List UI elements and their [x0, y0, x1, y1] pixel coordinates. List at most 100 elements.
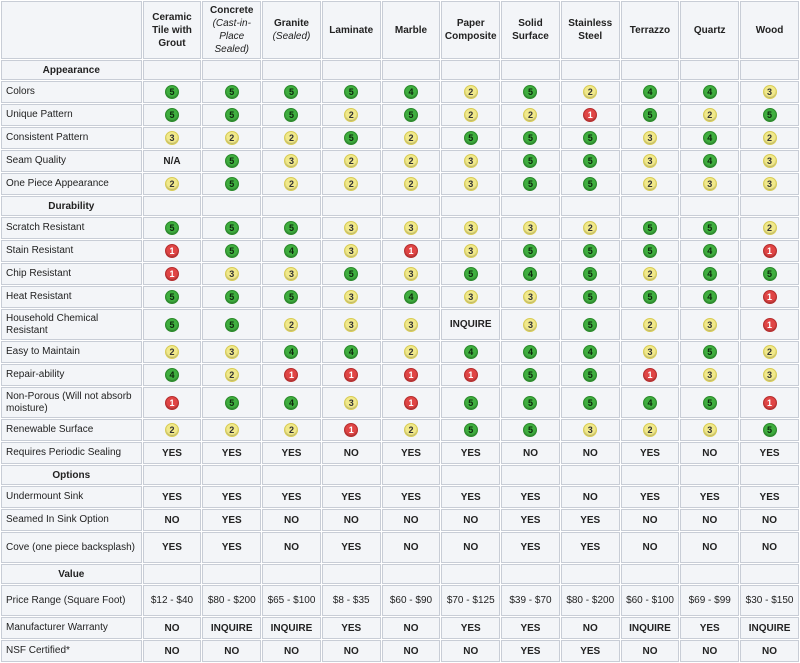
- rating-badge: 2: [463, 108, 478, 122]
- rating-badge: 2: [642, 317, 657, 332]
- rating-badge: 1: [403, 395, 418, 410]
- rating-cell: 5: [142, 309, 202, 340]
- rating-badge: 5: [583, 131, 598, 145]
- rating-cell: 1: [321, 364, 381, 386]
- rating-badge: 4: [702, 290, 717, 304]
- value-cell: YES: [381, 486, 441, 508]
- rating-badge: 5: [523, 368, 538, 382]
- rating-badge: 3: [702, 423, 717, 437]
- rating-badge: 1: [762, 317, 777, 332]
- empty-cell: [381, 465, 441, 485]
- material-name: Ceramic Tile with Grout: [152, 11, 192, 49]
- rating-cell: 4: [620, 81, 680, 103]
- value-cell: YES: [441, 617, 501, 639]
- empty-cell: [142, 196, 202, 216]
- rating-badge: 3: [164, 131, 179, 145]
- value-cell: YES: [262, 442, 321, 464]
- rating-cell: 1: [740, 240, 799, 262]
- row-label: Easy to Maintain: [1, 341, 142, 363]
- rating-badge: 5: [344, 267, 359, 281]
- rating-badge: 5: [642, 290, 657, 304]
- value-cell: NO: [680, 442, 740, 464]
- rating-cell: 1: [740, 387, 799, 418]
- rating-badge: 1: [762, 395, 777, 410]
- rating-cell: 5: [560, 364, 620, 386]
- value-cell: NO: [501, 442, 560, 464]
- material-name: Marble: [394, 24, 428, 36]
- value-cell: YES: [202, 532, 262, 563]
- table-row: Heat Resistant 5 5 5 3 4 3 3 5 5 4 1: [1, 286, 799, 308]
- empty-cell: [560, 196, 620, 216]
- rating-cell: 5: [441, 387, 501, 418]
- rating-cell: 5: [441, 263, 501, 285]
- rating-badge: 1: [344, 423, 359, 437]
- material-name: Laminate: [329, 24, 374, 36]
- rating-badge: 5: [164, 85, 179, 99]
- rating-cell: 3: [321, 240, 381, 262]
- rating-cell: 3: [202, 341, 262, 363]
- rating-badge: 3: [523, 317, 538, 332]
- value-cell: YES: [560, 532, 620, 563]
- material-header: Solid Surface: [501, 1, 560, 59]
- rating-badge: 3: [344, 317, 359, 332]
- empty-cell: [262, 196, 321, 216]
- material-header: Laminate: [321, 1, 381, 59]
- rating-cell: 3: [381, 309, 441, 340]
- rating-cell: 4: [620, 387, 680, 418]
- price-cell: $60 - $90: [381, 585, 441, 616]
- rating-badge: 2: [284, 423, 299, 437]
- value-cell: NO: [560, 442, 620, 464]
- rating-cell: 2: [262, 173, 321, 195]
- empty-cell: [441, 564, 501, 584]
- price-cell: $65 - $100: [262, 585, 321, 616]
- rating-badge: 5: [583, 267, 598, 281]
- rating-badge: 1: [762, 290, 777, 304]
- rating-badge: 5: [583, 317, 598, 332]
- rating-cell: 5: [560, 263, 620, 285]
- rating-cell: 3: [740, 150, 799, 172]
- rating-cell: 4: [262, 387, 321, 418]
- rating-badge: 2: [224, 368, 239, 382]
- section-header-row: Appearance: [1, 60, 799, 80]
- rating-cell: 3: [620, 127, 680, 149]
- rating-cell: 5: [620, 240, 680, 262]
- rating-cell: 4: [680, 286, 740, 308]
- rating-badge: 5: [224, 317, 239, 332]
- rating-badge: 3: [344, 395, 359, 410]
- material-header: Stainless Steel: [560, 1, 620, 59]
- rating-cell: 2: [262, 309, 321, 340]
- rating-cell: 3: [262, 263, 321, 285]
- rating-cell: 3: [202, 263, 262, 285]
- rating-cell: 2: [620, 173, 680, 195]
- rating-cell: 5: [620, 286, 680, 308]
- rating-badge: 3: [403, 221, 418, 235]
- rating-badge: 3: [702, 317, 717, 332]
- value-cell: NO: [142, 509, 202, 531]
- rating-badge: 3: [642, 345, 657, 359]
- rating-badge: 1: [164, 244, 179, 258]
- rating-badge: 3: [463, 244, 478, 258]
- empty-cell: [142, 465, 202, 485]
- rating-badge: 1: [403, 368, 418, 382]
- value-cell: YES: [501, 617, 560, 639]
- value-cell: NO: [620, 509, 680, 531]
- row-label: Non-Porous (Will not absorb moisture): [1, 387, 142, 418]
- value-cell: YES: [620, 442, 680, 464]
- rating-badge: 5: [642, 244, 657, 258]
- rating-badge: 4: [702, 244, 717, 258]
- value-cell: NO: [620, 640, 680, 662]
- empty-cell: [321, 60, 381, 80]
- value-cell: YES: [680, 486, 740, 508]
- rating-badge: 4: [164, 368, 179, 382]
- rating-badge: 5: [463, 395, 478, 410]
- rating-badge: 2: [164, 423, 179, 437]
- row-label: Stain Resistant: [1, 240, 142, 262]
- value-cell: NO: [381, 509, 441, 531]
- empty-cell: [620, 465, 680, 485]
- material-name: Concrete: [210, 5, 254, 16]
- rating-cell: 2: [740, 217, 799, 239]
- rating-badge: 5: [762, 423, 777, 437]
- rating-badge: 5: [523, 244, 538, 258]
- rating-badge: 5: [702, 221, 717, 235]
